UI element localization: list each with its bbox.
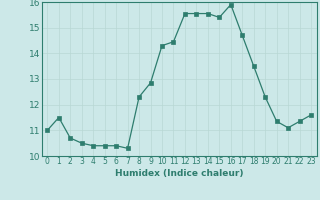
X-axis label: Humidex (Indice chaleur): Humidex (Indice chaleur): [115, 169, 244, 178]
